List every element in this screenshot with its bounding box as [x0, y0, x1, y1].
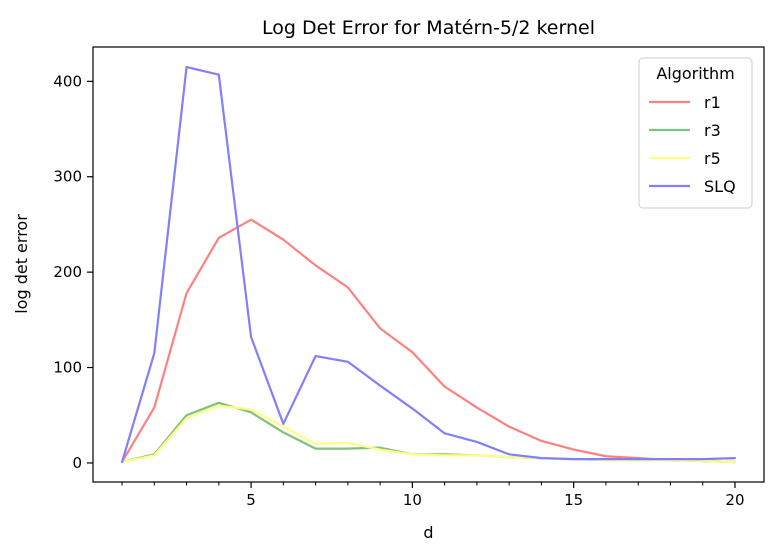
- legend-label: SLQ: [704, 177, 736, 196]
- y-tick-label: 200: [53, 263, 82, 281]
- legend-label: r3: [704, 121, 721, 140]
- y-tick-label: 300: [53, 168, 82, 186]
- legend-item-slq: SLQ: [649, 177, 736, 196]
- plot-lines: [120, 65, 737, 464]
- x-tick-label: 5: [246, 491, 256, 509]
- y-axis-label: log det error: [12, 214, 31, 314]
- x-axis-label: d: [423, 523, 433, 542]
- legend-label: r1: [704, 93, 721, 112]
- legend-item-r1: r1: [649, 93, 721, 112]
- y-tick-label: 0: [72, 454, 82, 472]
- legend-item-r3: r3: [649, 121, 721, 140]
- y-tick-label: 400: [53, 72, 82, 90]
- y-tick-label: 100: [53, 359, 82, 377]
- legend: Algorithm r1 r3 r5 SLQ: [638, 57, 753, 209]
- legend-item-r5: r5: [649, 149, 721, 168]
- x-tick-label: 10: [403, 491, 422, 509]
- x-tick-label: 15: [564, 491, 583, 509]
- legend-box: [638, 57, 753, 209]
- series-line-r3: [120, 401, 737, 464]
- plot-frame: [92, 46, 765, 483]
- legend-title: Algorithm: [656, 64, 734, 83]
- series-line-slq: [120, 65, 737, 464]
- series-line-r1: [120, 218, 737, 464]
- x-tick-label: 20: [725, 491, 744, 509]
- chart-title: Log Det Error for Matérn-5/2 kernel: [262, 17, 595, 39]
- legend-label: r5: [704, 149, 721, 168]
